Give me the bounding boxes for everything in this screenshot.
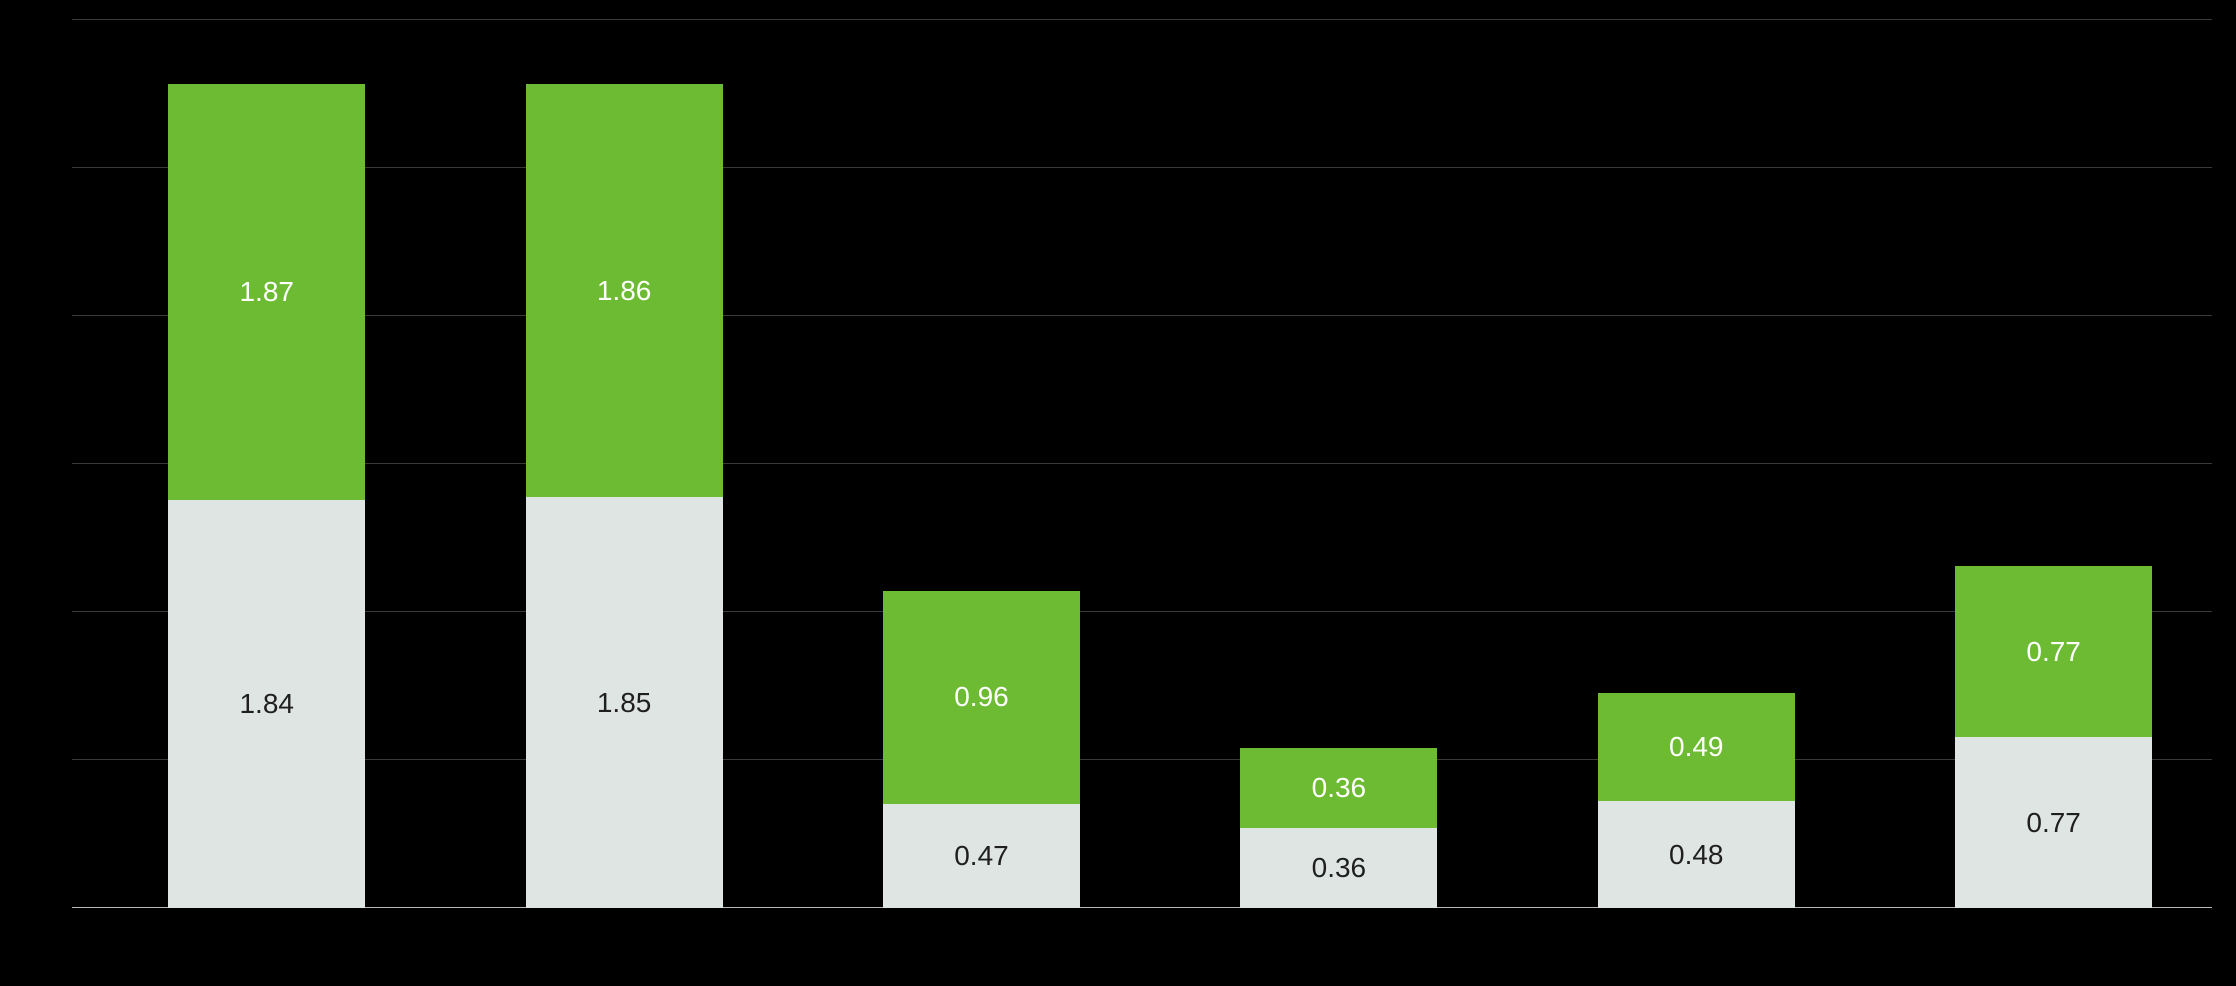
- bar-value-top: 0.49: [1669, 731, 1724, 763]
- bar-value-top: 1.86: [597, 275, 652, 307]
- bar-value-top: 0.77: [2026, 636, 2081, 668]
- bar-segment-bottom: 0.48: [1598, 801, 1795, 908]
- bar-value-bottom: 1.84: [239, 688, 294, 720]
- bar-value-bottom: 1.85: [597, 687, 652, 719]
- bar-value-top: 1.87: [239, 276, 294, 308]
- bar-segment-top: 1.87: [168, 84, 365, 499]
- bar-value-bottom: 0.77: [2026, 807, 2081, 839]
- bar: 1.85 1.86: [526, 84, 723, 908]
- bar-value-top: 0.96: [954, 681, 1009, 713]
- bar: 0.36 0.36: [1240, 748, 1437, 908]
- bar-segment-top: 0.77: [1955, 566, 2152, 737]
- bar: 0.77 0.77: [1955, 566, 2152, 908]
- bar-value-top: 0.36: [1312, 772, 1367, 804]
- bar: 1.84 1.87: [168, 84, 365, 908]
- bar: 0.47 0.96: [883, 591, 1080, 908]
- chart-container: 1.84 1.87 1.85 1.86 0.47 0.96 0.36 0.36 0.48 0.49…: [0, 0, 2236, 986]
- bar-segment-top: 0.36: [1240, 748, 1437, 828]
- bar-segment-bottom: 1.84: [168, 500, 365, 908]
- bar-segment-top: 0.96: [883, 591, 1080, 804]
- bar-value-bottom: 0.48: [1669, 839, 1724, 871]
- plot-area: 1.84 1.87 1.85 1.86 0.47 0.96 0.36 0.36 0.48 0.49…: [72, 20, 2212, 908]
- bar-segment-bottom: 0.47: [883, 804, 1080, 908]
- bar-segment-bottom: 0.36: [1240, 828, 1437, 908]
- bar-value-bottom: 0.36: [1312, 852, 1367, 884]
- bar-segment-bottom: 1.85: [526, 497, 723, 908]
- bar-value-bottom: 0.47: [954, 840, 1009, 872]
- bar: 0.48 0.49: [1598, 693, 1795, 908]
- bar-segment-top: 1.86: [526, 84, 723, 497]
- bar-segment-top: 0.49: [1598, 693, 1795, 802]
- bars-layer: 1.84 1.87 1.85 1.86 0.47 0.96 0.36 0.36 0.48 0.49…: [72, 20, 2212, 908]
- bar-segment-bottom: 0.77: [1955, 737, 2152, 908]
